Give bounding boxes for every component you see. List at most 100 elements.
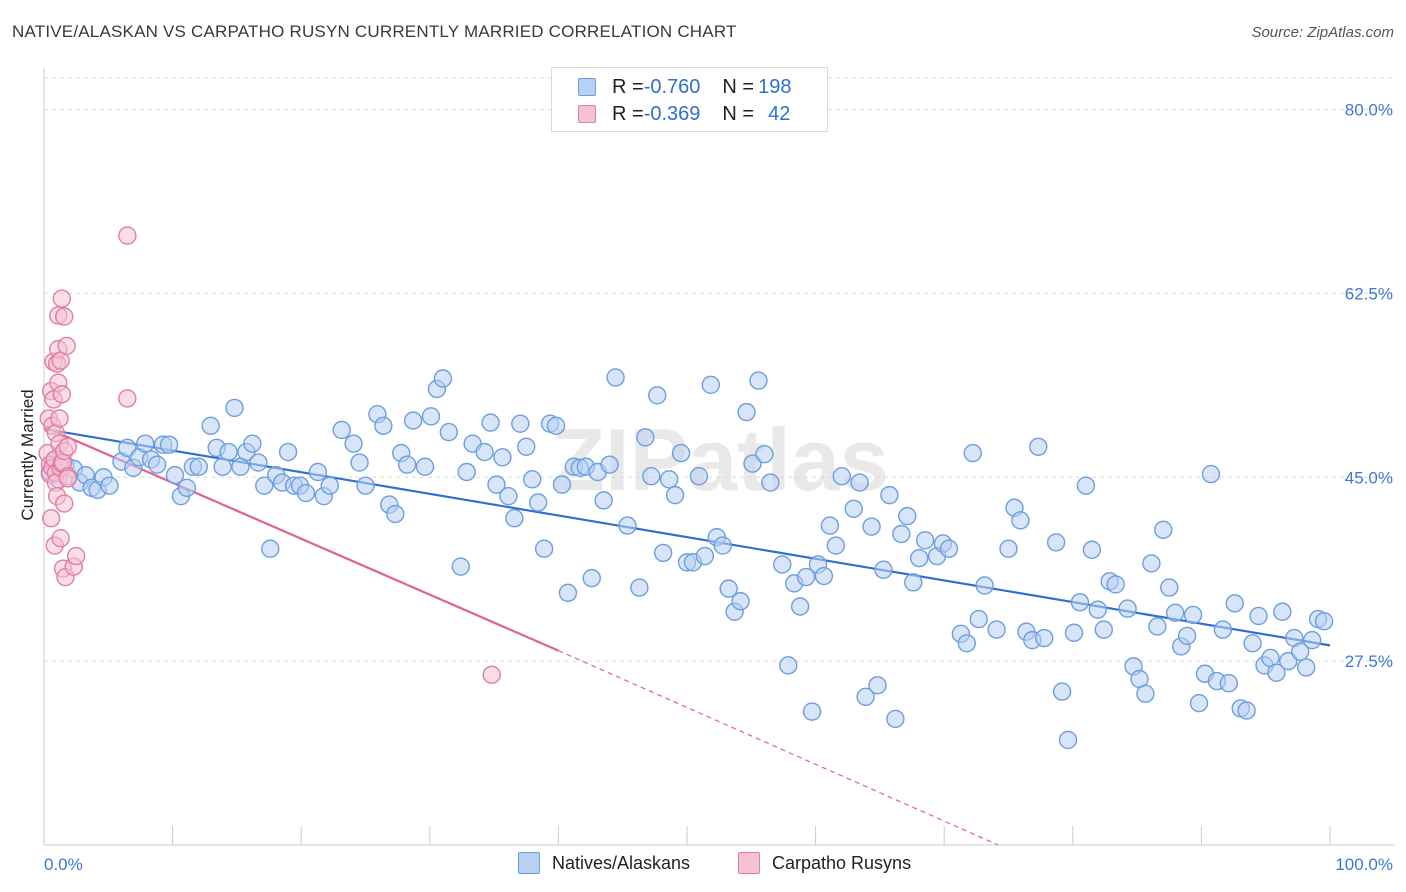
- point-natives: [600, 455, 619, 474]
- point-natives: [1094, 620, 1113, 639]
- trend-line-rusyns-extension: [558, 650, 999, 846]
- point-natives: [118, 438, 137, 458]
- point-natives: [481, 413, 500, 432]
- point-rusyns: [52, 289, 72, 308]
- r-label: R =: [612, 102, 644, 125]
- point-natives: [909, 548, 929, 568]
- point-natives: [642, 467, 661, 486]
- point-natives: [904, 573, 923, 592]
- point-natives: [421, 407, 441, 426]
- point-natives: [874, 560, 893, 579]
- point-rusyns: [58, 469, 78, 488]
- point-natives: [1249, 606, 1268, 626]
- point-natives: [1219, 673, 1238, 693]
- point-rusyns: [55, 307, 74, 326]
- point-natives: [100, 476, 119, 495]
- point-natives: [332, 420, 351, 440]
- point-natives: [517, 437, 536, 456]
- y-tick-label: 80.0%: [1345, 101, 1393, 120]
- point-natives: [255, 476, 274, 495]
- point-natives: [653, 543, 673, 563]
- point-natives: [534, 539, 554, 558]
- point-rusyns: [51, 529, 70, 548]
- source-label: Source: ZipAtlas.com: [1251, 24, 1394, 41]
- point-rusyns: [66, 546, 86, 566]
- x-tick-label: 100.0%: [1335, 855, 1393, 874]
- point-natives: [136, 434, 155, 453]
- point-natives: [802, 702, 822, 721]
- point-natives: [499, 486, 518, 506]
- point-natives: [1296, 658, 1316, 677]
- point-natives: [999, 539, 1018, 558]
- point-natives: [225, 398, 244, 418]
- point-natives: [850, 473, 869, 492]
- point-rusyns: [58, 437, 78, 456]
- point-natives: [1035, 628, 1054, 648]
- point-natives: [1064, 623, 1084, 642]
- point-natives: [1148, 617, 1167, 636]
- point-natives: [820, 516, 840, 535]
- point-rusyns: [50, 409, 69, 428]
- point-natives: [892, 524, 911, 544]
- point-natives: [552, 475, 572, 494]
- point-natives: [397, 455, 417, 474]
- point-natives: [278, 442, 298, 462]
- point-natives: [975, 576, 994, 595]
- point-natives: [1058, 730, 1078, 750]
- point-rusyns: [55, 494, 74, 513]
- point-natives: [814, 566, 834, 586]
- legend-swatch-natives: [518, 852, 540, 874]
- legend-item-natives[interactable]: Natives/Alaskans: [518, 852, 690, 874]
- r-value: -0.369: [643, 102, 701, 125]
- point-natives: [1267, 663, 1286, 682]
- point-rusyns: [52, 385, 72, 404]
- point-natives: [558, 583, 578, 603]
- point-natives: [493, 448, 512, 467]
- point-natives: [826, 536, 846, 555]
- point-natives: [243, 434, 262, 453]
- legend-swatch-rusyns: [738, 852, 760, 874]
- point-natives: [963, 443, 982, 463]
- point-natives: [457, 462, 476, 482]
- y-tick-label: 62.5%: [1345, 284, 1393, 303]
- scatter-points: [38, 226, 1334, 750]
- point-natives: [886, 709, 905, 729]
- point-natives: [1225, 594, 1244, 613]
- point-natives: [523, 470, 542, 489]
- point-natives: [1166, 603, 1185, 622]
- point-natives: [1273, 602, 1292, 621]
- point-natives: [1142, 554, 1161, 573]
- point-natives: [1183, 605, 1203, 625]
- point-natives: [713, 536, 732, 555]
- point-natives: [1237, 701, 1256, 720]
- point-natives: [689, 467, 709, 486]
- point-natives: [320, 476, 339, 495]
- point-natives: [1029, 437, 1048, 456]
- point-natives: [862, 517, 881, 536]
- point-rusyns: [41, 509, 61, 528]
- y-axis-label: Currently Married: [18, 389, 37, 521]
- point-natives: [737, 402, 756, 422]
- point-natives: [636, 428, 655, 447]
- point-natives: [546, 416, 566, 435]
- point-natives: [1082, 540, 1102, 559]
- point-natives: [219, 442, 238, 462]
- n-value: 198: [758, 75, 792, 98]
- point-natives: [939, 539, 959, 558]
- point-natives: [1314, 612, 1334, 631]
- point-natives: [856, 687, 875, 707]
- point-natives: [1177, 626, 1197, 646]
- y-tick-label: 45.0%: [1345, 468, 1393, 487]
- point-natives: [987, 620, 1006, 639]
- stats-legend: R = -0.760 N = 198 R = -0.369 N = 42: [551, 67, 828, 132]
- point-natives: [731, 592, 750, 611]
- point-natives: [606, 368, 625, 387]
- point-natives: [618, 516, 637, 535]
- point-natives: [779, 656, 798, 675]
- point-natives: [1154, 520, 1173, 539]
- point-natives: [1302, 630, 1322, 650]
- legend-item-rusyns[interactable]: Carpatho Rusyns: [738, 852, 911, 874]
- point-natives: [844, 499, 863, 518]
- point-natives: [1046, 533, 1066, 552]
- legend-swatch-natives: [578, 78, 596, 96]
